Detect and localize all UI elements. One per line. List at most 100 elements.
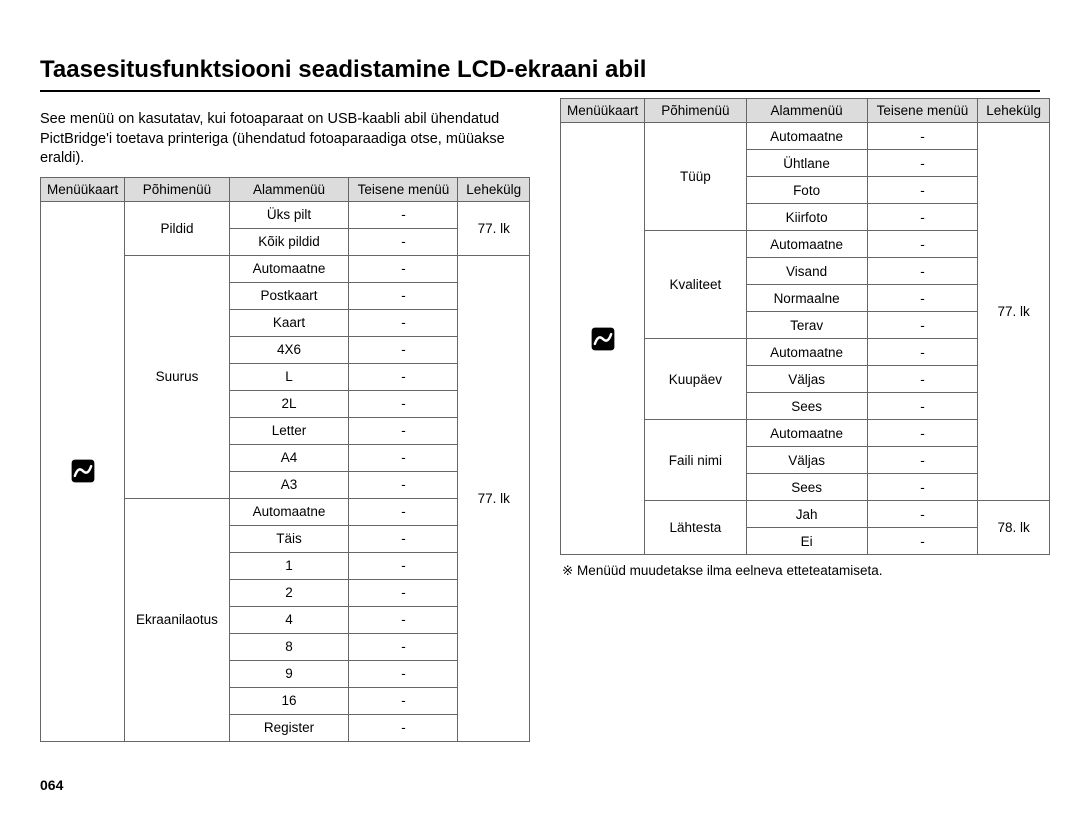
secmenu-cell: - <box>349 444 458 471</box>
secmenu-cell: - <box>867 258 978 285</box>
secmenu-cell: - <box>349 255 458 282</box>
secmenu-cell: - <box>349 687 458 714</box>
page-cell: 77. lk <box>978 123 1050 501</box>
submenu-cell: Automaatne <box>229 498 349 525</box>
pictbridge-icon <box>70 458 96 484</box>
submenu-cell: A3 <box>229 471 349 498</box>
submenu-cell: A4 <box>229 444 349 471</box>
secmenu-cell: - <box>867 150 978 177</box>
submenu-cell: Kaart <box>229 309 349 336</box>
submenu-cell: Kõik pildid <box>229 228 349 255</box>
secmenu-cell: - <box>349 201 458 228</box>
secmenu-cell: - <box>349 471 458 498</box>
secmenu-cell: - <box>867 447 978 474</box>
secmenu-cell: - <box>867 420 978 447</box>
th-menucard: Menüükaart <box>41 177 125 201</box>
page-number: 064 <box>40 777 63 793</box>
submenu-cell: Foto <box>746 177 867 204</box>
page-cell: 77. lk <box>458 201 530 255</box>
submenu-cell: 2L <box>229 390 349 417</box>
th-mainmenu: Põhimenüü <box>125 177 229 201</box>
secmenu-cell: - <box>867 312 978 339</box>
secmenu-cell: - <box>867 393 978 420</box>
mainmenu-cell: Kuupäev <box>645 339 746 420</box>
submenu-cell: Ühtlane <box>746 150 867 177</box>
submenu-cell: 2 <box>229 579 349 606</box>
submenu-cell: 16 <box>229 687 349 714</box>
page-title: Taasesitusfunktsiooni seadistamine LCD-e… <box>40 56 1040 92</box>
th-mainmenu: Põhimenüü <box>645 99 746 123</box>
submenu-cell: Terav <box>746 312 867 339</box>
mainmenu-cell: Suurus <box>125 255 229 498</box>
pictbridge-icon <box>590 326 616 352</box>
secmenu-cell: - <box>349 714 458 741</box>
secmenu-cell: - <box>349 660 458 687</box>
submenu-cell: Täis <box>229 525 349 552</box>
submenu-cell: Sees <box>746 474 867 501</box>
submenu-cell: Postkaart <box>229 282 349 309</box>
submenu-cell: Automaatne <box>746 420 867 447</box>
intro-text: See menüü on kasutatav, kui fotoaparaat … <box>40 110 530 169</box>
icon-cell <box>561 123 645 555</box>
secmenu-cell: - <box>867 474 978 501</box>
secmenu-cell: - <box>349 579 458 606</box>
mainmenu-cell: Lähtesta <box>645 501 746 555</box>
th-page: Lehekülg <box>458 177 530 201</box>
secmenu-cell: - <box>349 417 458 444</box>
mainmenu-cell: Faili nimi <box>645 420 746 501</box>
secmenu-cell: - <box>349 282 458 309</box>
th-menucard: Menüükaart <box>561 99 645 123</box>
th-secmenu: Teisene menüü <box>867 99 978 123</box>
secmenu-cell: - <box>349 606 458 633</box>
submenu-cell: Väljas <box>746 366 867 393</box>
secmenu-cell: - <box>867 177 978 204</box>
submenu-cell: Sees <box>746 393 867 420</box>
secmenu-cell: - <box>349 363 458 390</box>
table-row: TüüpAutomaatne-77. lk <box>561 123 1050 150</box>
submenu-cell: L <box>229 363 349 390</box>
page-cell: 78. lk <box>978 501 1050 555</box>
secmenu-cell: - <box>867 204 978 231</box>
secmenu-cell: - <box>349 525 458 552</box>
left-table: Menüükaart Põhimenüü Alammenüü Teisene m… <box>40 177 530 742</box>
submenu-cell: Automaatne <box>229 255 349 282</box>
submenu-cell: Letter <box>229 417 349 444</box>
secmenu-cell: - <box>867 231 978 258</box>
submenu-cell: Kiirfoto <box>746 204 867 231</box>
submenu-cell: 8 <box>229 633 349 660</box>
submenu-cell: Üks pilt <box>229 201 349 228</box>
secmenu-cell: - <box>867 366 978 393</box>
secmenu-cell: - <box>349 552 458 579</box>
secmenu-cell: - <box>349 336 458 363</box>
table-row: PildidÜks pilt-77. lk <box>41 201 530 228</box>
secmenu-cell: - <box>349 498 458 525</box>
secmenu-cell: - <box>867 339 978 366</box>
submenu-cell: 4 <box>229 606 349 633</box>
submenu-cell: 9 <box>229 660 349 687</box>
submenu-cell: Väljas <box>746 447 867 474</box>
mainmenu-cell: Pildid <box>125 201 229 255</box>
submenu-cell: Normaalne <box>746 285 867 312</box>
submenu-cell: Automaatne <box>746 123 867 150</box>
secmenu-cell: - <box>349 633 458 660</box>
secmenu-cell: - <box>867 123 978 150</box>
secmenu-cell: - <box>349 390 458 417</box>
th-submenu: Alammenüü <box>746 99 867 123</box>
submenu-cell: Automaatne <box>746 339 867 366</box>
submenu-cell: Automaatne <box>746 231 867 258</box>
mainmenu-cell: Kvaliteet <box>645 231 746 339</box>
secmenu-cell: - <box>867 285 978 312</box>
submenu-cell: 1 <box>229 552 349 579</box>
mainmenu-cell: Ekraanilaotus <box>125 498 229 741</box>
submenu-cell: Register <box>229 714 349 741</box>
page-cell: 77. lk <box>458 255 530 741</box>
th-page: Lehekülg <box>978 99 1050 123</box>
secmenu-cell: - <box>349 309 458 336</box>
submenu-cell: 4X6 <box>229 336 349 363</box>
mainmenu-cell: Tüüp <box>645 123 746 231</box>
icon-cell <box>41 201 125 741</box>
right-table: Menüükaart Põhimenüü Alammenüü Teisene m… <box>560 98 1050 555</box>
secmenu-cell: - <box>867 501 978 528</box>
secmenu-cell: - <box>867 528 978 555</box>
submenu-cell: Visand <box>746 258 867 285</box>
